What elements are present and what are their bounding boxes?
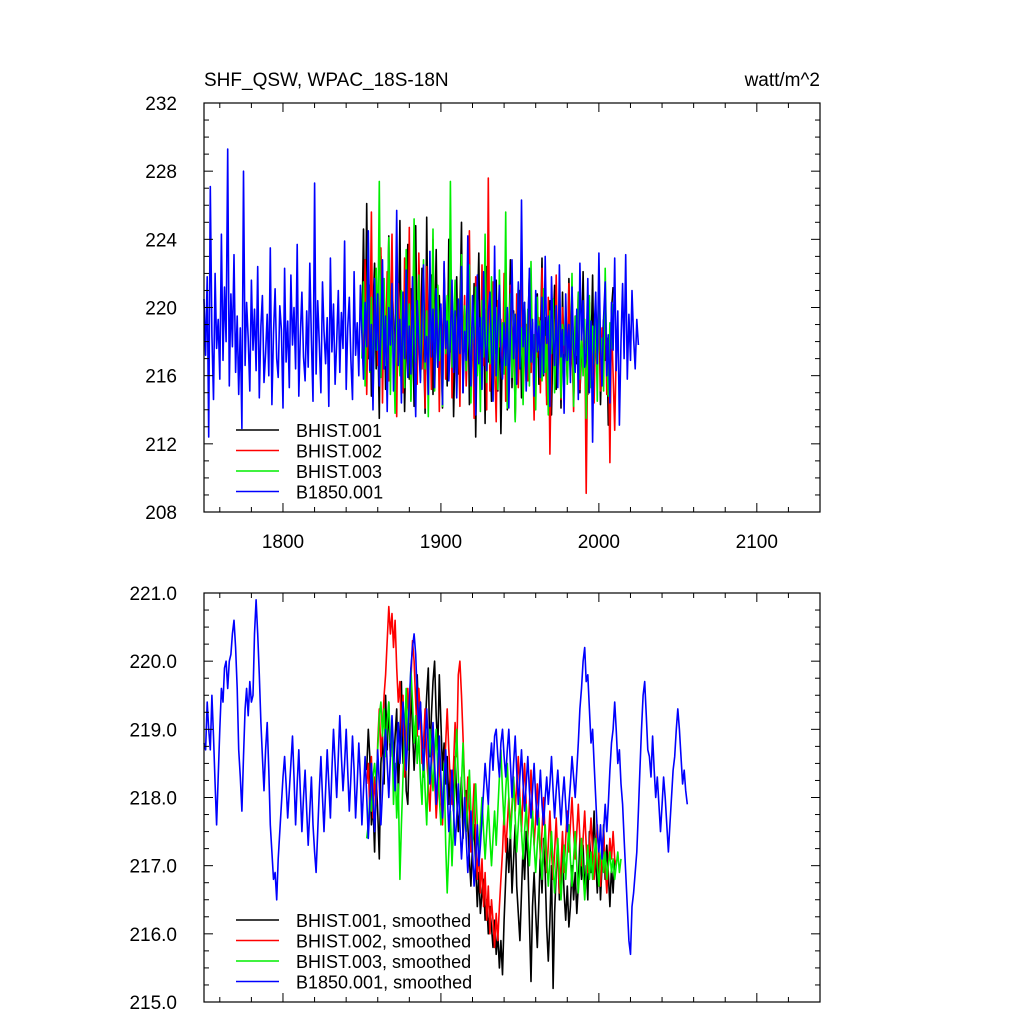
bottom-legend-label: BHIST.003, smoothed	[296, 952, 471, 972]
bottom-series-lines	[203, 598, 689, 990]
top-axis-ticks: 1800 1900 2000 2100 208 212 216 220 224 228 232	[145, 94, 821, 553]
bottom-axis-ticks: 215.0 216.0 217.0 218.0 219.0 220.0 221.0	[129, 584, 821, 1014]
bottom-series-line-2	[365, 605, 617, 949]
bottom-legend-label: BHIST.001, smoothed	[296, 911, 471, 931]
top-chart-units: watt/m^2	[744, 70, 820, 91]
bottom-y-tick-label: 219.0	[129, 720, 177, 741]
bottom-y-tick-label: 216.0	[129, 925, 177, 946]
top-y-tick-label: 212	[145, 435, 177, 456]
top-chart-title: SHF_QSW, WPAC_18S-18N	[204, 70, 449, 91]
top-legend-label: BHIST.003	[296, 462, 382, 482]
bottom-series-line-4	[203, 598, 689, 956]
top-y-tick-label: 228	[145, 162, 177, 183]
top-legend-label: B1850.001	[296, 483, 383, 503]
bottom-legend-label: BHIST.002, smoothed	[296, 932, 471, 952]
top-y-tick-label: 216	[145, 367, 177, 388]
top-legend-label: BHIST.002	[296, 442, 382, 462]
bottom-y-tick-label: 215.0	[129, 993, 177, 1014]
bottom-legend-label: B1850.001, smoothed	[296, 973, 472, 993]
top-y-tick-label: 220	[145, 299, 177, 320]
top-y-tick-label: 232	[145, 94, 177, 115]
top-y-tick-label: 224	[145, 230, 177, 251]
bottom-y-tick-label: 218.0	[129, 789, 177, 810]
top-x-tick-label: 1900	[420, 532, 462, 553]
top-series-lines	[203, 148, 640, 495]
bottom-y-tick-label: 217.0	[129, 857, 177, 878]
top-x-tick-label: 2000	[578, 532, 620, 553]
top-panel: SHF_QSW, WPAC_18S-18N watt/m^2 1800 1900 2…	[145, 70, 821, 553]
bottom-panel: 215.0 216.0 217.0 218.0 219.0 220.0 221.0 BHIS…	[129, 584, 821, 1014]
top-x-tick-label: 1800	[262, 532, 304, 553]
top-x-tick-label: 2100	[736, 532, 778, 553]
top-series-line-4	[203, 148, 640, 443]
bottom-y-tick-label: 220.0	[129, 652, 177, 673]
bottom-series-line-3	[365, 667, 622, 901]
top-y-tick-label: 208	[145, 503, 177, 524]
bottom-y-tick-label: 221.0	[129, 584, 177, 605]
top-legend-label: BHIST.001	[296, 421, 382, 441]
